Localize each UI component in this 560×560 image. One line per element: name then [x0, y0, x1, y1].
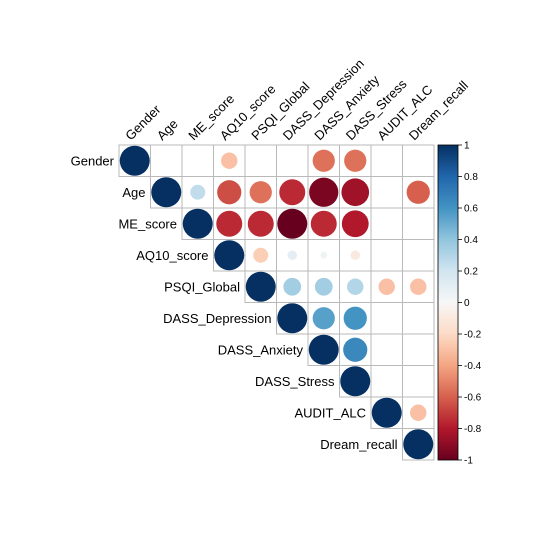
corr-circle [310, 210, 337, 237]
row-label: AQ10_score [136, 248, 208, 263]
corr-circle [308, 334, 339, 365]
corr-circle [371, 397, 402, 428]
corr-circle [190, 184, 206, 200]
corr-circle [119, 145, 150, 176]
corr-circle [245, 271, 276, 302]
grid-cell [276, 144, 309, 177]
grid-cell [370, 176, 403, 209]
corr-circle [283, 277, 302, 296]
colorbar-tick-label: -0.4 [464, 361, 482, 372]
row-label: Dream_recall [320, 437, 397, 452]
corr-circle [216, 210, 243, 237]
corr-circle [279, 179, 306, 206]
correlation-circles [119, 145, 434, 460]
colorbar-tick-label: -0.6 [464, 393, 482, 404]
row-label: DASS_Anxiety [218, 342, 304, 357]
colorbar-tick-label: -1 [464, 456, 473, 467]
corr-circle [341, 178, 370, 207]
row-labels: Gender Age ME_score AQ10_score PSQI_Global DA… [71, 153, 398, 452]
grid-cell [370, 365, 403, 398]
grid-cell [402, 207, 435, 240]
row-label: Age [122, 185, 145, 200]
corr-circle [217, 180, 242, 205]
corr-circle [249, 181, 272, 204]
grid-cell [402, 365, 435, 398]
colorbar-tick-label: 0.2 [464, 267, 478, 278]
grid-cell [402, 144, 435, 177]
row-label: DASS_Stress [255, 374, 335, 389]
corr-circle [214, 240, 245, 271]
colorbar-tick-label: 0.8 [464, 172, 478, 183]
grid-cell [370, 239, 403, 272]
corr-circle [343, 306, 367, 330]
corr-circle [341, 210, 369, 238]
corr-circle [343, 337, 368, 362]
colorbar-tick-label: -0.2 [464, 330, 482, 341]
colorbar: 1 0.8 0.6 0.4 0.2 0 -0.2 -0.4 -0.6 -0.8 -1 [437, 141, 482, 467]
corr-circle [309, 177, 339, 207]
colorbar-tick-label: 0.4 [464, 235, 478, 246]
corr-circle [253, 247, 269, 263]
corr-circle [378, 278, 395, 295]
corr-circle [347, 278, 364, 295]
corr-circle [287, 250, 297, 260]
colorbar-tick-label: 0.6 [464, 204, 478, 215]
grid-cell [402, 428, 435, 461]
corr-circle [277, 303, 308, 334]
grid-cells [118, 144, 435, 461]
row-label: Gender [71, 153, 115, 168]
corr-circle [312, 149, 335, 172]
corr-circle [312, 307, 335, 330]
grid-cell [402, 333, 435, 366]
grid-cell [370, 333, 403, 366]
corr-circle [151, 177, 182, 208]
corr-circle [403, 429, 434, 460]
corr-circle [340, 366, 371, 397]
corr-circle [247, 210, 274, 237]
corr-circle [314, 277, 333, 296]
corr-circle [320, 251, 328, 259]
grid-cell [402, 302, 435, 335]
corr-circle [410, 278, 427, 295]
grid-cell [402, 239, 435, 272]
colorbar-tick-label: 0 [464, 298, 470, 309]
column-label: Age [154, 116, 181, 143]
corr-circle [350, 250, 360, 260]
grid-cell [370, 144, 403, 177]
colorbar-tick-label: 1 [464, 141, 470, 152]
colorbar-gradient [437, 144, 459, 461]
row-label: ME_score [118, 216, 177, 231]
row-label: AUDIT_ALC [294, 405, 366, 420]
corr-circle [277, 208, 308, 239]
colorbar-tick-label: -0.8 [464, 424, 482, 435]
corr-circle [410, 404, 427, 421]
row-label: PSQI_Global [164, 279, 240, 294]
corr-circle [182, 208, 213, 239]
corr-circle [221, 152, 238, 169]
corr-circle [344, 149, 367, 172]
grid-cell [150, 144, 183, 177]
grid-cell [370, 207, 403, 240]
row-label: DASS_Depression [163, 311, 271, 326]
colorbar-ticks: 1 0.8 0.6 0.4 0.2 0 -0.2 -0.4 -0.6 -0.8 -1 [458, 141, 482, 467]
grid-cell [370, 302, 403, 335]
corr-circle [406, 180, 430, 204]
grid-cell [244, 144, 277, 177]
grid-cell [181, 144, 214, 177]
